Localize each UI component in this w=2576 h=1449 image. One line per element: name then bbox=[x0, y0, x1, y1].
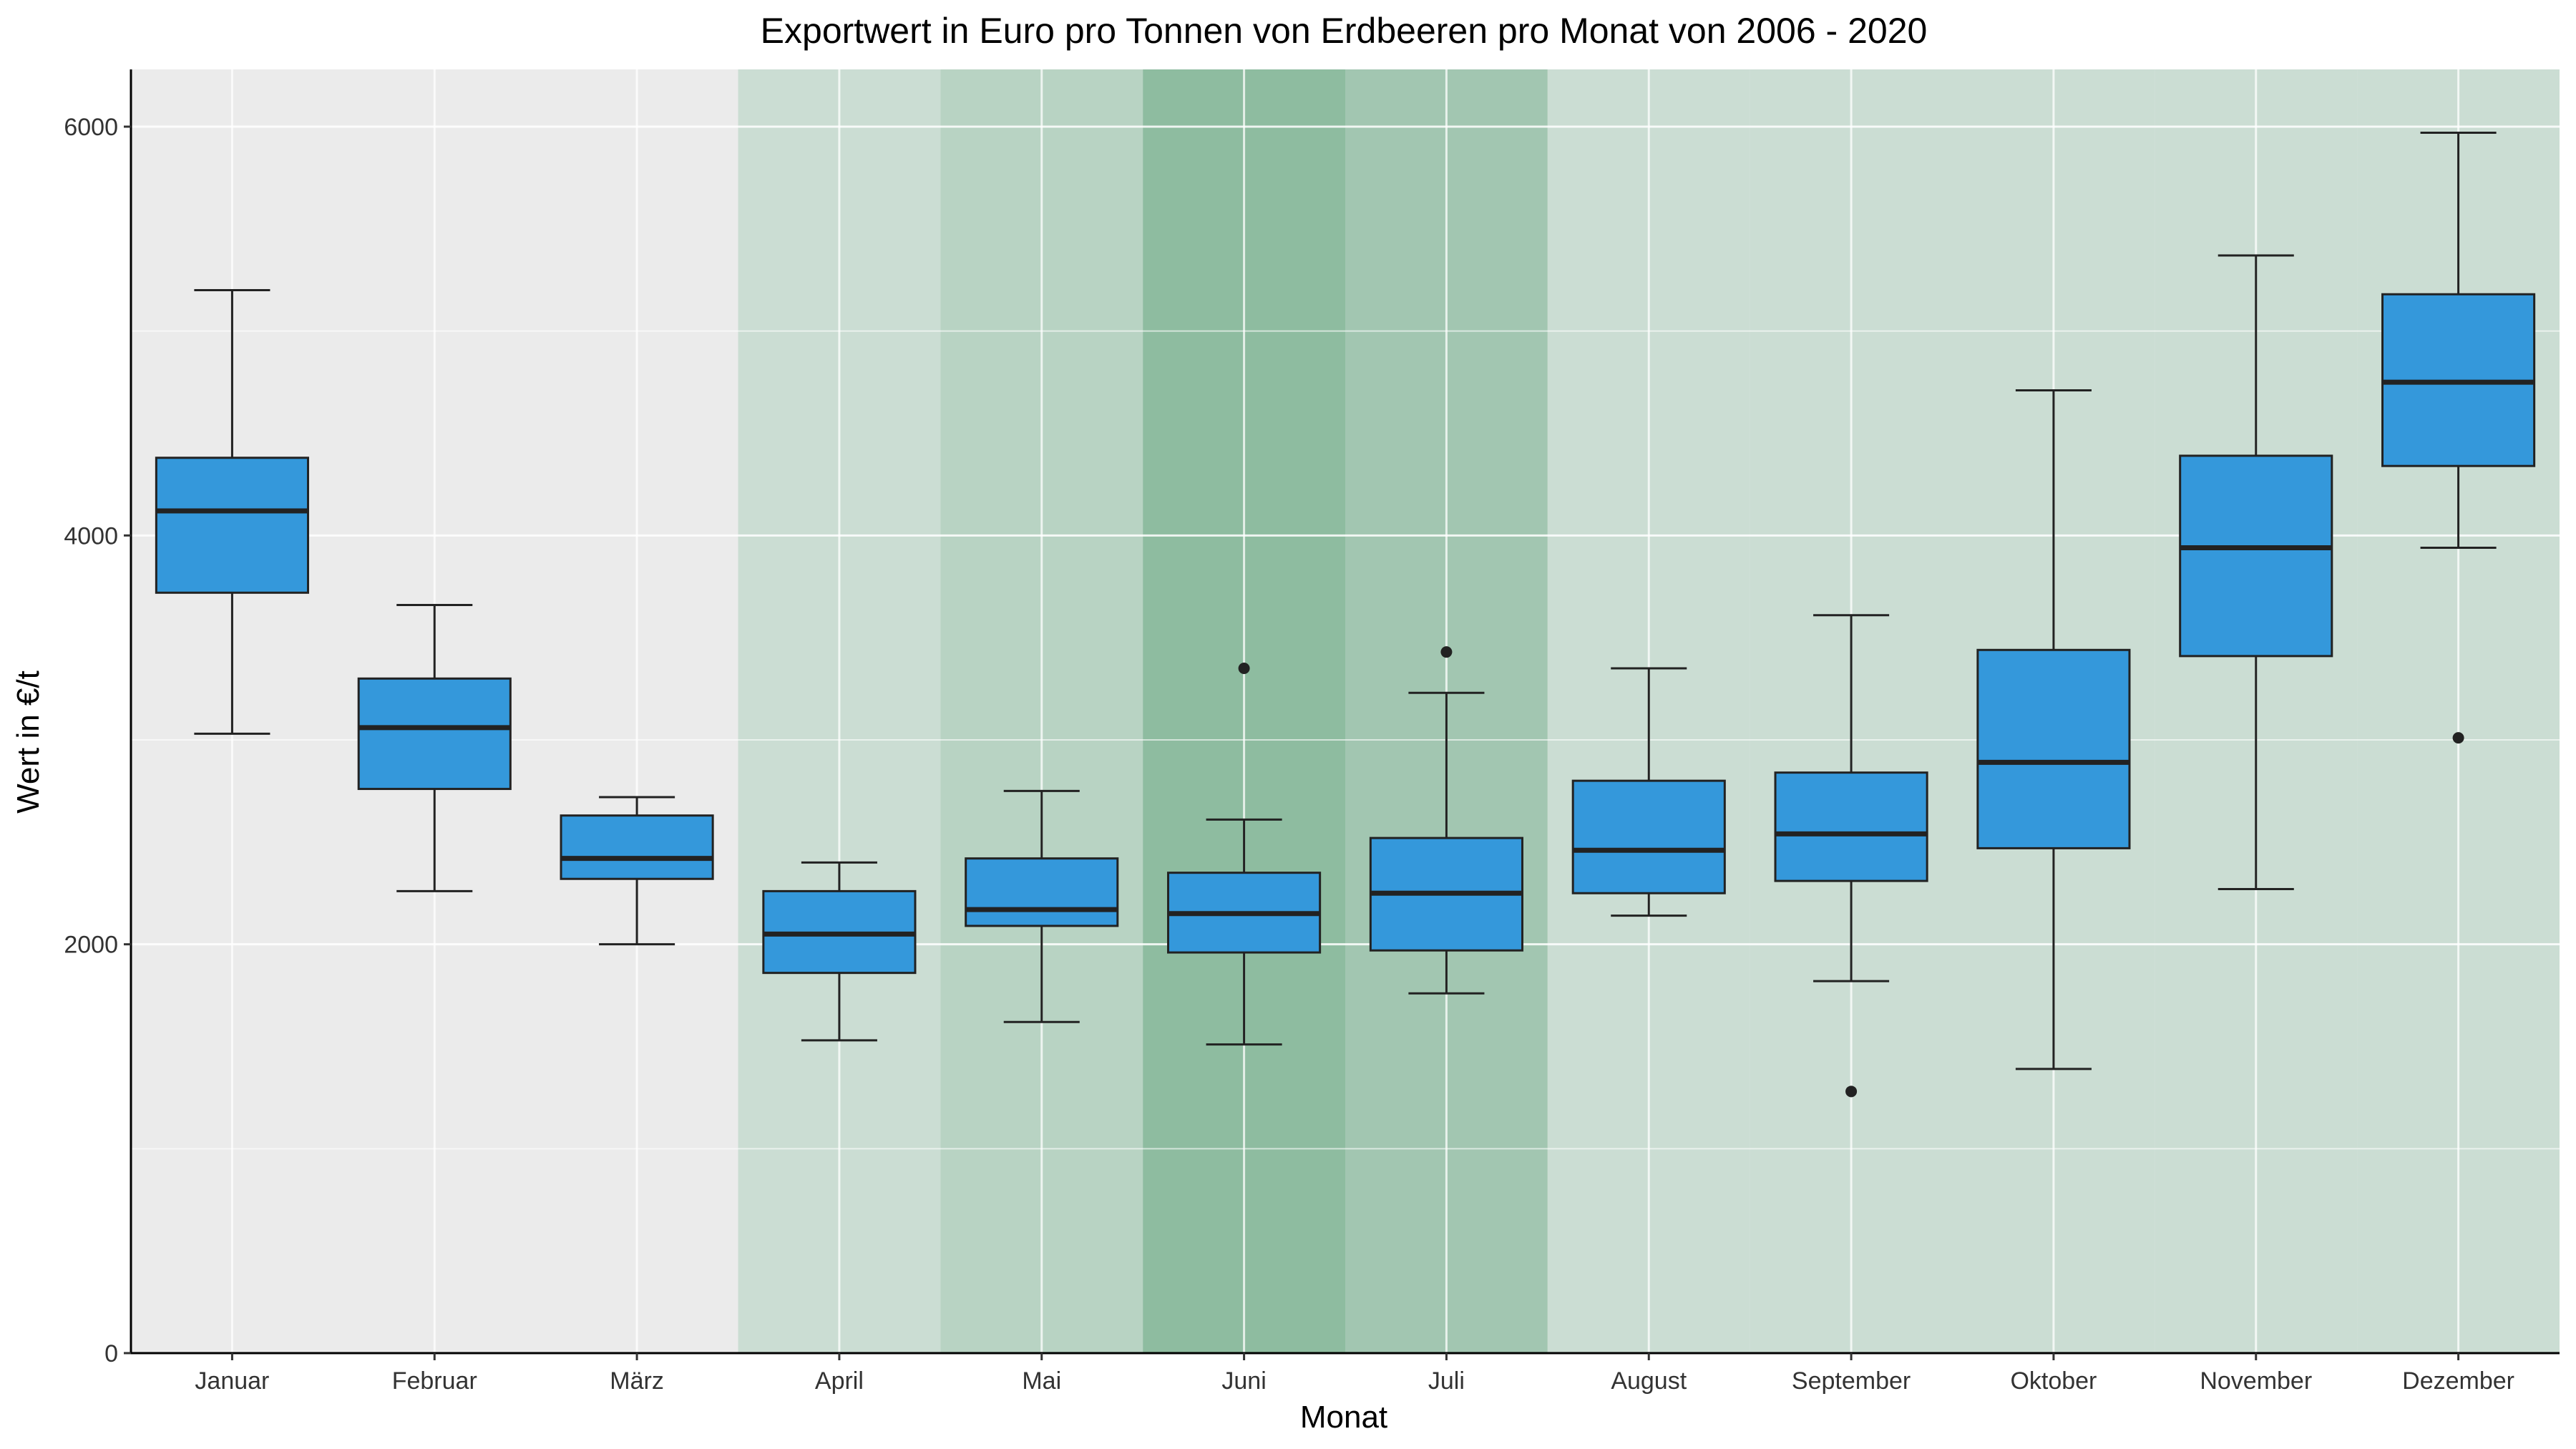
x-tick-label: November bbox=[2200, 1367, 2312, 1395]
box-november bbox=[2179, 254, 2333, 891]
outlier-point bbox=[1845, 1085, 1858, 1098]
box-mai bbox=[965, 789, 1119, 1023]
x-tick-label: August bbox=[1611, 1367, 1687, 1395]
x-tick-label: Mai bbox=[1022, 1367, 1061, 1395]
y-axis-title: Wert in €/t bbox=[11, 670, 46, 814]
x-tick-label: Juli bbox=[1428, 1367, 1465, 1395]
y-tick-label: 0 bbox=[104, 1340, 118, 1367]
outlier-point bbox=[2452, 732, 2464, 744]
box-dezember bbox=[2381, 132, 2536, 744]
box-märz bbox=[560, 796, 714, 946]
y-tick-label: 2000 bbox=[64, 932, 118, 959]
x-axis-title: Monat bbox=[1300, 1400, 1387, 1435]
outlier-point bbox=[1238, 663, 1250, 675]
box-september bbox=[1774, 614, 1928, 1098]
box-iqr bbox=[560, 814, 714, 880]
x-tick-label: Juni bbox=[1221, 1367, 1266, 1395]
box-juli bbox=[1369, 646, 1523, 995]
y-tick-label: 4000 bbox=[64, 522, 118, 550]
x-tick-label: September bbox=[1792, 1367, 1911, 1395]
outlier-point bbox=[1440, 646, 1453, 658]
x-tick-label: April bbox=[815, 1367, 864, 1395]
x-tick-label: Dezember bbox=[2402, 1367, 2514, 1395]
box-iqr bbox=[155, 457, 309, 594]
box-april bbox=[762, 861, 917, 1042]
box-iqr bbox=[1774, 771, 1928, 882]
box-februar bbox=[357, 603, 512, 892]
box-iqr bbox=[357, 677, 512, 791]
x-tick-label: März bbox=[610, 1367, 664, 1395]
x-tick-label: Oktober bbox=[2010, 1367, 2097, 1395]
box-iqr bbox=[1571, 779, 1726, 894]
chart-title: Exportwert in Euro pro Tonnen von Erdbee… bbox=[761, 11, 1928, 51]
x-tick-label: Januar bbox=[195, 1367, 269, 1395]
box-juni bbox=[1167, 663, 1322, 1046]
box-iqr bbox=[965, 857, 1119, 927]
box-iqr bbox=[1976, 648, 2131, 849]
box-oktober bbox=[1976, 389, 2131, 1070]
x-tick-label: Februar bbox=[392, 1367, 477, 1395]
y-tick-label: 6000 bbox=[64, 114, 118, 141]
boxes bbox=[155, 132, 2536, 1098]
box-iqr bbox=[2179, 454, 2333, 658]
box-januar bbox=[155, 289, 309, 735]
box-august bbox=[1571, 667, 1726, 917]
axes: 0 2000 4000 6000 Januar Februar März April Mai Ju… bbox=[64, 69, 2560, 1395]
